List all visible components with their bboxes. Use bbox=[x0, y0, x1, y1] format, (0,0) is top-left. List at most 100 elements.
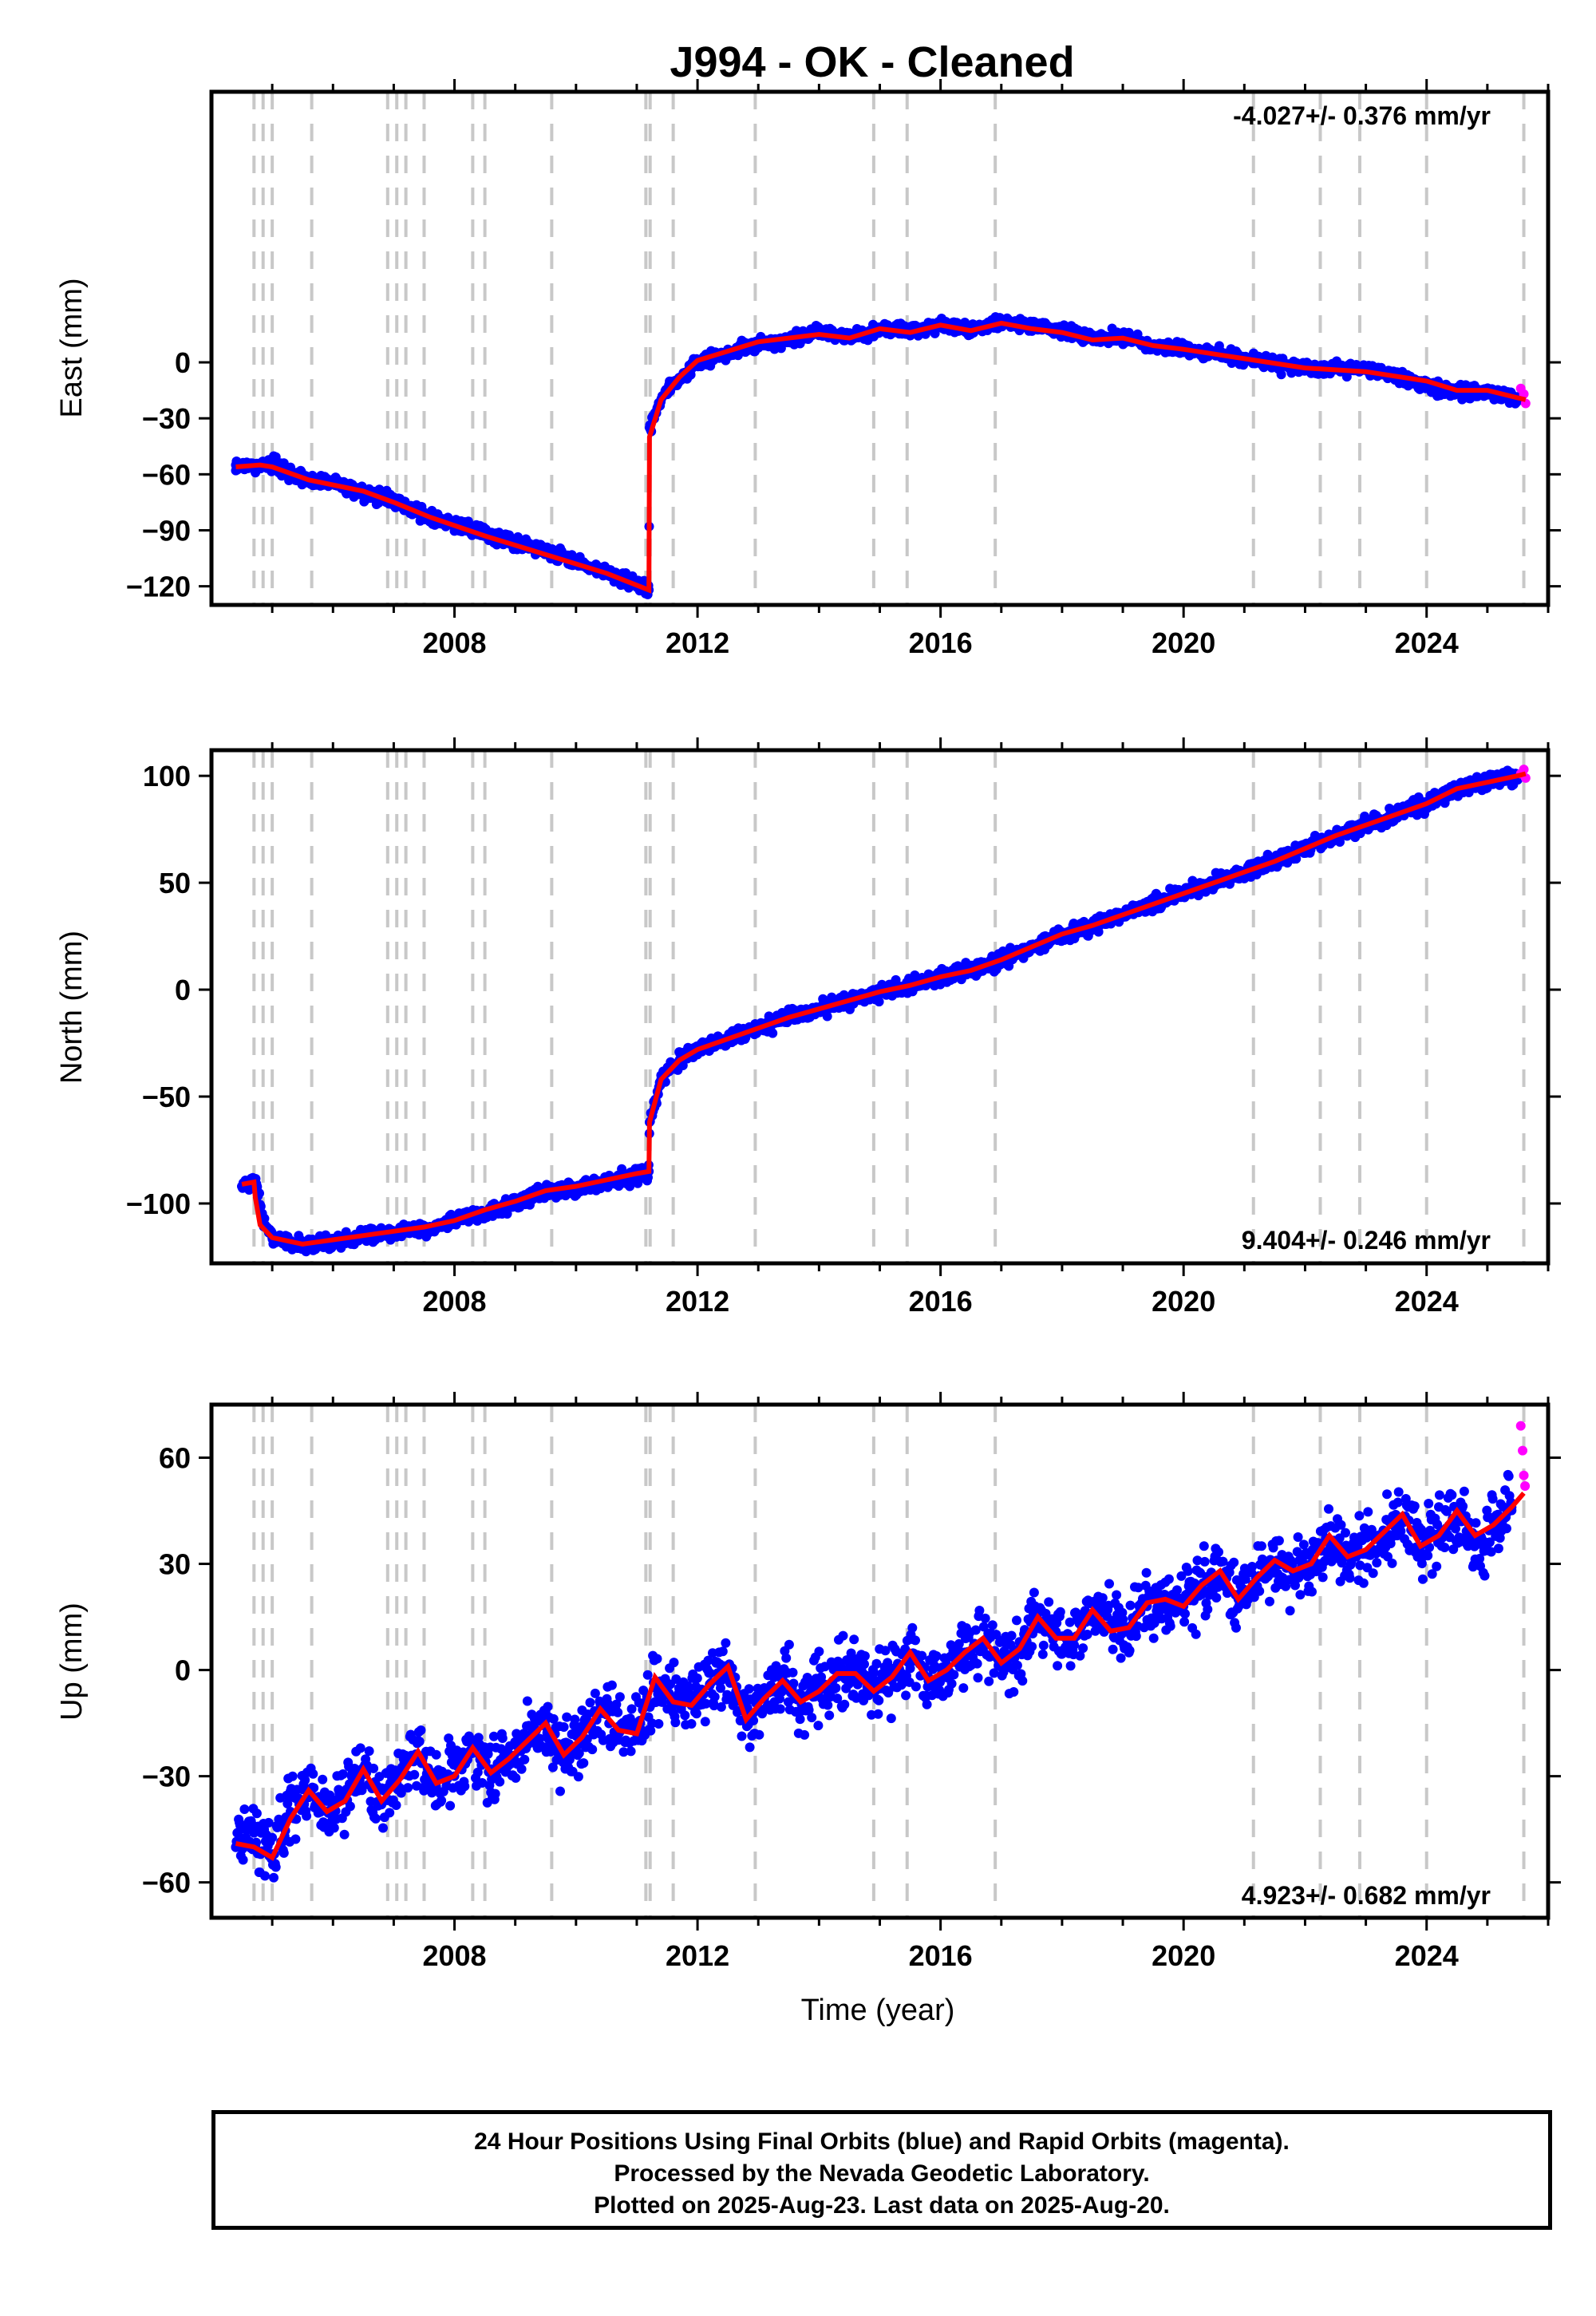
up-data-point bbox=[238, 1855, 248, 1865]
north-rapid-point bbox=[1519, 765, 1529, 775]
up-data-point bbox=[1037, 1649, 1048, 1659]
north-x-ticks: 2008 2012 2016 2020 2024 bbox=[271, 737, 1550, 1318]
up-data-point bbox=[414, 1737, 425, 1747]
east-x-ticks: 2008 2012 2016 2020 2024 bbox=[271, 79, 1550, 659]
north-y-tick-label: −50 bbox=[142, 1081, 191, 1113]
up-data-point bbox=[917, 1650, 927, 1661]
up-data-point bbox=[692, 1673, 702, 1683]
up-data-point bbox=[318, 1774, 328, 1784]
up-data-point bbox=[300, 1775, 310, 1785]
up-data-point bbox=[364, 1746, 374, 1757]
up-data-point bbox=[974, 1606, 985, 1615]
up-data-point bbox=[859, 1659, 869, 1670]
up-data-point bbox=[497, 1733, 508, 1743]
up-data-point bbox=[654, 1719, 664, 1729]
up-data-point bbox=[516, 1764, 527, 1774]
north-model-line bbox=[241, 771, 1527, 1247]
east-y-tick-label: −90 bbox=[142, 514, 191, 547]
up-data-point bbox=[691, 1709, 701, 1719]
up-data-point bbox=[239, 1804, 250, 1814]
up-data-point bbox=[846, 1648, 856, 1658]
up-data-point bbox=[1029, 1587, 1039, 1598]
up-data-point bbox=[705, 1668, 716, 1678]
up-data-point bbox=[606, 1680, 617, 1690]
up-data-point bbox=[686, 1719, 697, 1729]
east-x-tick-label: 2020 bbox=[1152, 626, 1215, 659]
up-data-point bbox=[831, 1683, 841, 1694]
up-data-point bbox=[1065, 1617, 1075, 1627]
up-data-point bbox=[431, 1749, 441, 1760]
up-data-point bbox=[980, 1613, 990, 1623]
north-y-tick-label: −100 bbox=[126, 1188, 191, 1220]
up-data-point bbox=[611, 1699, 622, 1709]
up-data-point bbox=[836, 1662, 846, 1672]
up-data-point bbox=[1075, 1650, 1085, 1661]
east-y-tick-label: −120 bbox=[126, 571, 191, 603]
up-data-point bbox=[613, 1707, 623, 1717]
up-data-point bbox=[1069, 1640, 1080, 1650]
up-data-point bbox=[849, 1634, 859, 1645]
up-data-point bbox=[543, 1701, 553, 1712]
east-y-tick-label: −60 bbox=[142, 458, 191, 491]
up-data-point bbox=[958, 1683, 969, 1694]
up-data-point bbox=[271, 1862, 281, 1872]
up-data-point bbox=[652, 1654, 662, 1664]
north-x-tick-label: 2020 bbox=[1152, 1285, 1215, 1318]
up-data-point bbox=[437, 1796, 447, 1806]
up-data-point bbox=[905, 1663, 915, 1674]
east-rate-label: -4.027+/- 0.376 mm/yr bbox=[1233, 101, 1491, 130]
east-data-point bbox=[1276, 370, 1286, 380]
up-data-point bbox=[716, 1683, 725, 1694]
up-data-point bbox=[614, 1692, 625, 1702]
up-data-point bbox=[907, 1622, 918, 1633]
up-data-point bbox=[570, 1714, 580, 1725]
up-data-point bbox=[263, 1817, 274, 1828]
north-data-point bbox=[822, 1011, 832, 1022]
up-data-point bbox=[1006, 1630, 1017, 1641]
up-data-point bbox=[548, 1713, 559, 1724]
up-data-point bbox=[717, 1646, 728, 1657]
up-data-point bbox=[477, 1778, 488, 1788]
east-y-label: East (mm) bbox=[55, 278, 89, 417]
up-data-point bbox=[683, 1684, 693, 1694]
up-data-point bbox=[573, 1772, 583, 1782]
up-data-point bbox=[472, 1767, 483, 1777]
up-data-point bbox=[800, 1729, 810, 1740]
up-data-point bbox=[445, 1800, 456, 1811]
up-data-point bbox=[391, 1800, 401, 1810]
up-data-point bbox=[267, 1832, 278, 1843]
up-data-point bbox=[587, 1745, 598, 1755]
up-data-point bbox=[703, 1655, 713, 1666]
up-data-point bbox=[329, 1823, 339, 1833]
up-data-point bbox=[1053, 1661, 1063, 1671]
up-data-point bbox=[804, 1705, 814, 1715]
up-data-point bbox=[754, 1729, 764, 1740]
up-data-point bbox=[874, 1695, 884, 1705]
up-data-point bbox=[1065, 1661, 1076, 1671]
up-data-point bbox=[670, 1717, 681, 1728]
up-data-point bbox=[886, 1713, 896, 1724]
up-data-point bbox=[911, 1682, 921, 1692]
east-x-tick-label: 2008 bbox=[422, 626, 486, 659]
up-data-point bbox=[873, 1709, 883, 1719]
up-data-point bbox=[396, 1788, 406, 1798]
up-data-point bbox=[924, 1680, 934, 1690]
up-data-point bbox=[823, 1700, 833, 1710]
up-data-point bbox=[807, 1713, 817, 1723]
north-plot-frame bbox=[209, 748, 1551, 1266]
north-data-point bbox=[1412, 810, 1422, 820]
up-data-point bbox=[302, 1811, 312, 1821]
up-data-point bbox=[1009, 1687, 1019, 1697]
up-data-point bbox=[646, 1725, 656, 1736]
up-data-point bbox=[460, 1781, 470, 1792]
up-data-point bbox=[555, 1786, 565, 1796]
up-data-point bbox=[251, 1808, 262, 1819]
north-y-tick-label: 0 bbox=[175, 974, 191, 1006]
up-data-point bbox=[562, 1712, 572, 1722]
east-x-tick-label: 2012 bbox=[666, 626, 729, 659]
up-data-point bbox=[355, 1743, 365, 1753]
up-data-point bbox=[585, 1697, 595, 1708]
up-data-point bbox=[832, 1694, 843, 1704]
up-data-point bbox=[871, 1658, 882, 1669]
up-data-point bbox=[603, 1699, 614, 1709]
